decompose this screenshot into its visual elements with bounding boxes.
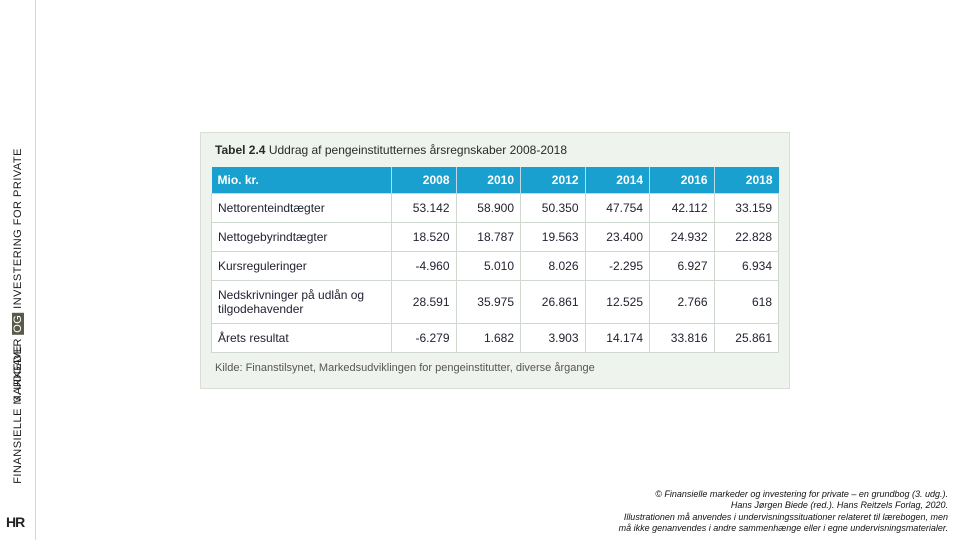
cell: -4.960 [392, 252, 457, 281]
caption-text: Uddrag af pengeinstitutternes årsregnska… [269, 143, 567, 157]
table-row: Nedskrivninger på udlån og tilgodehavend… [212, 281, 779, 324]
row-label: Nettogebyrindtægter [212, 223, 392, 252]
cell: 33.159 [714, 194, 779, 223]
cell: 5.010 [456, 252, 521, 281]
table-caption: Tabel 2.4 Uddrag af pengeinstitutternes … [215, 143, 779, 157]
cell: 8.026 [521, 252, 586, 281]
row-label: Nettorenteindtægter [212, 194, 392, 223]
cell: 42.112 [650, 194, 715, 223]
cell: 50.350 [521, 194, 586, 223]
cell: 22.828 [714, 223, 779, 252]
header-label: Mio. kr. [212, 167, 392, 194]
cell: -6.279 [392, 324, 457, 353]
cell: 53.142 [392, 194, 457, 223]
footer-line: Illustrationen må anvendes i undervisnin… [619, 512, 948, 523]
cell: 24.932 [650, 223, 715, 252]
footer-line: må ikke genanvendes i andre sammenhænge … [619, 523, 948, 534]
row-label: Nedskrivninger på udlån og tilgodehavend… [212, 281, 392, 324]
cell: 47.754 [585, 194, 650, 223]
cell: 14.174 [585, 324, 650, 353]
cell: 58.900 [456, 194, 521, 223]
sidebar-title: FINANSIELLE MARKEDER OG INVESTERING FOR … [12, 148, 24, 484]
header-col: 2012 [521, 167, 586, 194]
header-col: 2008 [392, 167, 457, 194]
sidebar-title-og: OG [12, 312, 24, 334]
data-table: Mio. kr. 2008 2010 2012 2014 2016 2018 N… [211, 167, 779, 353]
cell: 2.766 [650, 281, 715, 324]
cell: 23.400 [585, 223, 650, 252]
copyright-footer: © Finansielle markeder og investering fo… [619, 489, 948, 534]
table-header-row: Mio. kr. 2008 2010 2012 2014 2016 2018 [212, 167, 779, 194]
cell: 12.525 [585, 281, 650, 324]
row-label: Kursreguleringer [212, 252, 392, 281]
cell: 25.861 [714, 324, 779, 353]
cell: 19.563 [521, 223, 586, 252]
footer-line: © Finansielle markeder og investering fo… [619, 489, 948, 500]
header-col: 2018 [714, 167, 779, 194]
cell: 6.934 [714, 252, 779, 281]
caption-prefix: Tabel 2.4 [215, 143, 265, 157]
header-col: 2010 [456, 167, 521, 194]
cell: 35.975 [456, 281, 521, 324]
sidebar-title-b: INVESTERING FOR PRIVATE [12, 148, 24, 309]
publisher-logo: HR [6, 514, 24, 530]
table-row: Årets resultat-6.2791.6823.90314.17433.8… [212, 324, 779, 353]
cell: 1.682 [456, 324, 521, 353]
footer-line: Hans Jørgen Biede (red.). Hans Reitzels … [619, 500, 948, 511]
cell: 26.861 [521, 281, 586, 324]
row-label: Årets resultat [212, 324, 392, 353]
sidebar: FINANSIELLE MARKEDER OG INVESTERING FOR … [0, 0, 36, 540]
cell: 33.816 [650, 324, 715, 353]
table-row: Nettogebyrindtægter18.52018.78719.56323.… [212, 223, 779, 252]
cell: 618 [714, 281, 779, 324]
cell: 28.591 [392, 281, 457, 324]
table-source: Kilde: Finanstilsynet, Markedsudviklinge… [215, 361, 779, 376]
header-col: 2014 [585, 167, 650, 194]
table-row: Kursreguleringer-4.9605.0108.026-2.2956.… [212, 252, 779, 281]
cell: 3.903 [521, 324, 586, 353]
header-col: 2016 [650, 167, 715, 194]
cell: 18.520 [392, 223, 457, 252]
cell: 6.927 [650, 252, 715, 281]
cell: -2.295 [585, 252, 650, 281]
table-panel: Tabel 2.4 Uddrag af pengeinstitutternes … [200, 132, 790, 389]
cell: 18.787 [456, 223, 521, 252]
table-row: Nettorenteindtægter53.14258.90050.35047.… [212, 194, 779, 223]
sidebar-edition: 3. UDGAVE [12, 345, 23, 402]
